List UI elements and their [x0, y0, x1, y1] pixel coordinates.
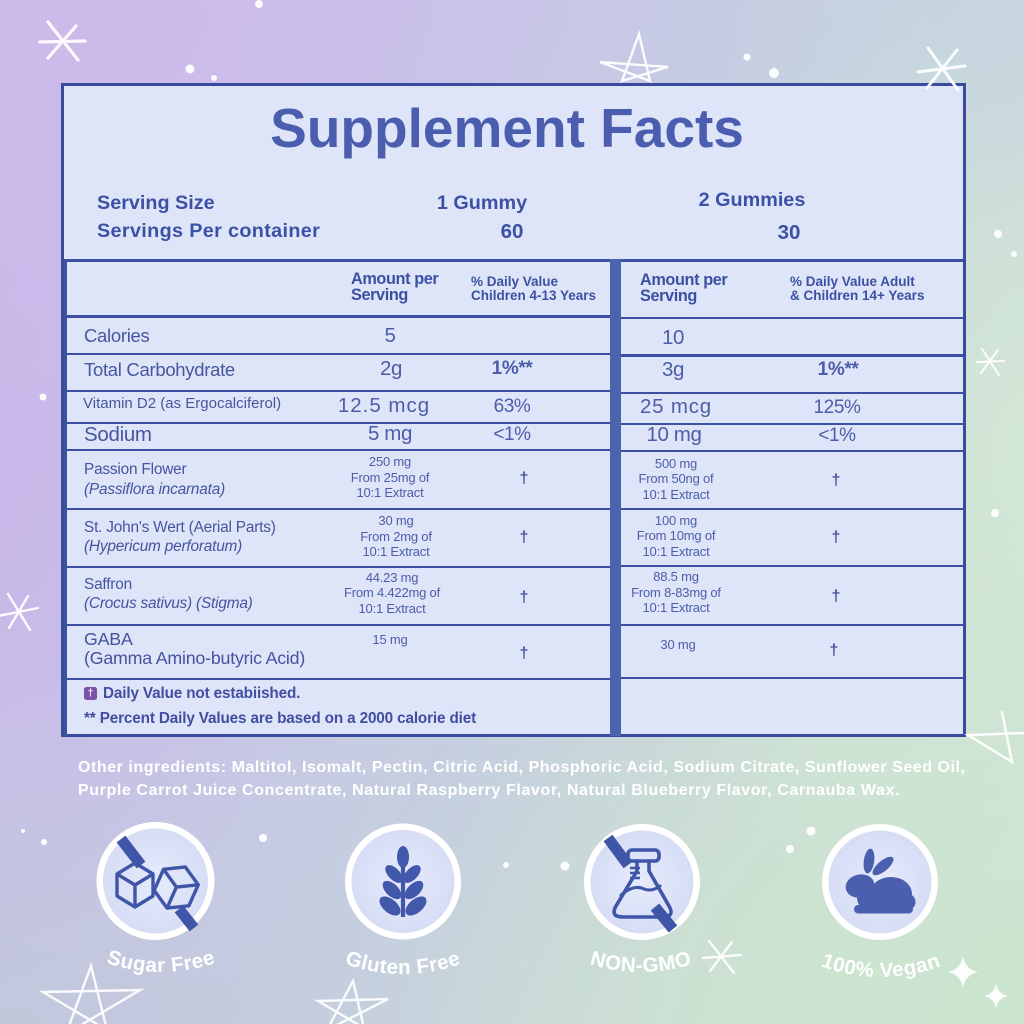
svg-text:Sugar Free: Sugar Free: [104, 946, 217, 977]
svg-text:Gluten Free: Gluten Free: [343, 947, 463, 979]
svg-text:100% Vegan: 100% Vegan: [819, 949, 943, 982]
svg-text:NON-GMO: NON-GMO: [588, 947, 694, 977]
